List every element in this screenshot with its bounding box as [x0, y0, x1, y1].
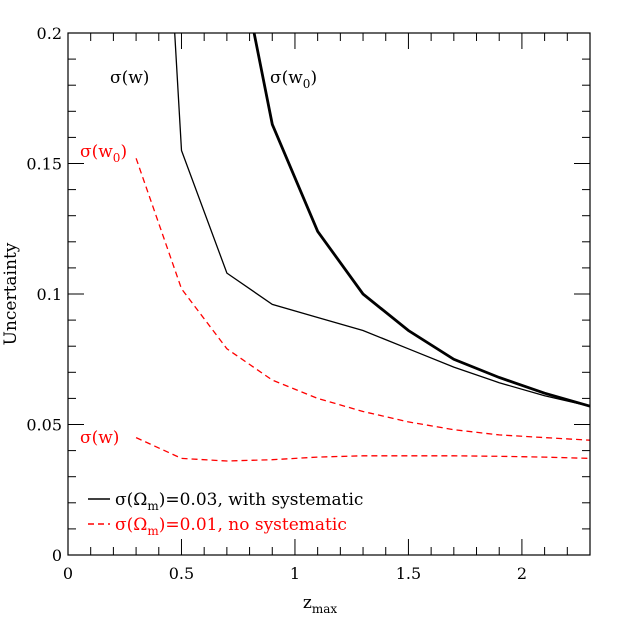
x-tick-label: 0 [63, 564, 73, 583]
series-label-sigma-w0-black: σ(w0) [270, 68, 317, 91]
x-tick-label: 2 [517, 564, 527, 583]
series-line-1 [252, 33, 590, 408]
x-axis-title: zmax [303, 593, 338, 616]
y-tick-label: 0.1 [37, 285, 62, 304]
series-line-3 [135, 437, 590, 462]
legend-entry-no-systematic: σ(Ωm)=0.01, no systematic [115, 515, 347, 538]
series-line-2 [135, 158, 590, 441]
y-tick-label: 0.15 [26, 155, 62, 174]
x-tick-label: 0.5 [169, 564, 194, 583]
legend-entry-systematic: σ(Ωm)=0.03, with systematic [115, 490, 363, 513]
series-layer [135, 33, 590, 462]
y-tick-label: 0 [52, 546, 62, 565]
y-tick-label: 0.05 [26, 416, 62, 435]
series-line-0 [174, 33, 590, 407]
x-tick-label: 1.5 [396, 564, 421, 583]
series-label-sigma-w-red: σ(w) [80, 428, 119, 448]
series-label-sigma-w-black: σ(w) [110, 68, 149, 88]
ticks-layer: 0 0.5 1 1.5 2 0 0.05 0.1 0.15 0.2 [26, 24, 591, 583]
y-axis-title: Uncertainty [1, 242, 21, 345]
legend: σ(Ωm)=0.03, with systematic σ(Ωm)=0.01, … [88, 490, 363, 538]
y-tick-label: 0.2 [37, 24, 62, 43]
plot-frame [67, 32, 591, 556]
x-tick-label: 1 [290, 564, 300, 583]
series-label-sigma-w0-red: σ(w0) [80, 142, 127, 165]
